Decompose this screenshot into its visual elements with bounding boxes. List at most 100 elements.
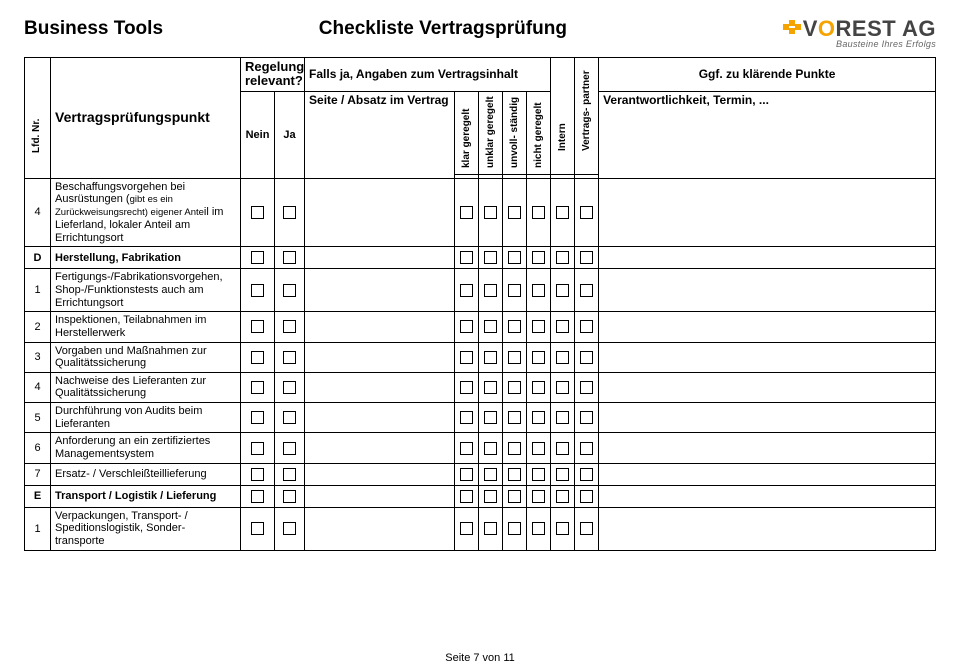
cb-unvoll[interactable] xyxy=(503,485,527,507)
cell-resp[interactable] xyxy=(599,403,936,433)
cell-resp[interactable] xyxy=(599,372,936,402)
cb-intern[interactable] xyxy=(551,178,575,247)
cb-unklar[interactable] xyxy=(479,403,503,433)
cb-klar[interactable] xyxy=(455,463,479,485)
cb-partner[interactable] xyxy=(575,403,599,433)
cb-partner[interactable] xyxy=(575,507,599,550)
cell-seite[interactable] xyxy=(305,433,455,463)
cb-intern[interactable] xyxy=(551,342,575,372)
cb-unvoll[interactable] xyxy=(503,507,527,550)
cb-nicht[interactable] xyxy=(527,247,551,269)
cell-resp[interactable] xyxy=(599,342,936,372)
cb-unvoll[interactable] xyxy=(503,372,527,402)
cb-nein[interactable] xyxy=(241,433,275,463)
cb-intern[interactable] xyxy=(551,372,575,402)
cb-nein[interactable] xyxy=(241,178,275,247)
cb-ja[interactable] xyxy=(275,312,305,342)
cb-unklar[interactable] xyxy=(479,247,503,269)
cb-nicht[interactable] xyxy=(527,403,551,433)
cb-nicht[interactable] xyxy=(527,342,551,372)
cb-unklar[interactable] xyxy=(479,485,503,507)
cb-intern[interactable] xyxy=(551,403,575,433)
cb-unvoll[interactable] xyxy=(503,269,527,312)
cb-ja[interactable] xyxy=(275,507,305,550)
cell-seite[interactable] xyxy=(305,485,455,507)
cb-klar[interactable] xyxy=(455,433,479,463)
cell-seite[interactable] xyxy=(305,507,455,550)
cell-seite[interactable] xyxy=(305,463,455,485)
cb-partner[interactable] xyxy=(575,433,599,463)
cb-intern[interactable] xyxy=(551,312,575,342)
cb-nicht[interactable] xyxy=(527,433,551,463)
cb-ja[interactable] xyxy=(275,433,305,463)
cb-unklar[interactable] xyxy=(479,312,503,342)
cb-nicht[interactable] xyxy=(527,463,551,485)
cb-ja[interactable] xyxy=(275,269,305,312)
cb-nicht[interactable] xyxy=(527,178,551,247)
cb-intern[interactable] xyxy=(551,485,575,507)
cb-klar[interactable] xyxy=(455,178,479,247)
cell-resp[interactable] xyxy=(599,463,936,485)
cell-seite[interactable] xyxy=(305,178,455,247)
cb-nein[interactable] xyxy=(241,269,275,312)
cell-seite[interactable] xyxy=(305,372,455,402)
cb-unklar[interactable] xyxy=(479,372,503,402)
cb-unvoll[interactable] xyxy=(503,403,527,433)
cb-intern[interactable] xyxy=(551,247,575,269)
cb-unvoll[interactable] xyxy=(503,342,527,372)
cb-klar[interactable] xyxy=(455,342,479,372)
cb-klar[interactable] xyxy=(455,312,479,342)
cell-resp[interactable] xyxy=(599,485,936,507)
cell-seite[interactable] xyxy=(305,269,455,312)
cb-unklar[interactable] xyxy=(479,433,503,463)
cb-intern[interactable] xyxy=(551,269,575,312)
cb-nein[interactable] xyxy=(241,372,275,402)
cell-resp[interactable] xyxy=(599,312,936,342)
cb-ja[interactable] xyxy=(275,372,305,402)
cb-intern[interactable] xyxy=(551,507,575,550)
cb-klar[interactable] xyxy=(455,269,479,312)
cell-resp[interactable] xyxy=(599,178,936,247)
cb-nein[interactable] xyxy=(241,463,275,485)
cell-resp[interactable] xyxy=(599,507,936,550)
cb-ja[interactable] xyxy=(275,485,305,507)
cb-unvoll[interactable] xyxy=(503,178,527,247)
cell-resp[interactable] xyxy=(599,247,936,269)
cb-partner[interactable] xyxy=(575,269,599,312)
cb-ja[interactable] xyxy=(275,178,305,247)
cb-unklar[interactable] xyxy=(479,463,503,485)
cb-ja[interactable] xyxy=(275,463,305,485)
cb-partner[interactable] xyxy=(575,372,599,402)
cb-klar[interactable] xyxy=(455,403,479,433)
cb-unvoll[interactable] xyxy=(503,433,527,463)
cb-intern[interactable] xyxy=(551,463,575,485)
cb-klar[interactable] xyxy=(455,372,479,402)
cell-seite[interactable] xyxy=(305,403,455,433)
cb-intern[interactable] xyxy=(551,433,575,463)
cb-nein[interactable] xyxy=(241,403,275,433)
cb-nicht[interactable] xyxy=(527,269,551,312)
cell-resp[interactable] xyxy=(599,269,936,312)
cell-resp[interactable] xyxy=(599,433,936,463)
cell-seite[interactable] xyxy=(305,342,455,372)
cb-partner[interactable] xyxy=(575,463,599,485)
cb-nein[interactable] xyxy=(241,312,275,342)
cell-seite[interactable] xyxy=(305,312,455,342)
cb-partner[interactable] xyxy=(575,312,599,342)
cb-nein[interactable] xyxy=(241,485,275,507)
cb-partner[interactable] xyxy=(575,178,599,247)
cb-klar[interactable] xyxy=(455,485,479,507)
cb-unvoll[interactable] xyxy=(503,312,527,342)
cb-klar[interactable] xyxy=(455,247,479,269)
cb-nicht[interactable] xyxy=(527,507,551,550)
cb-unklar[interactable] xyxy=(479,178,503,247)
cb-nicht[interactable] xyxy=(527,372,551,402)
cb-unklar[interactable] xyxy=(479,342,503,372)
cb-nicht[interactable] xyxy=(527,485,551,507)
cb-klar[interactable] xyxy=(455,507,479,550)
cb-ja[interactable] xyxy=(275,247,305,269)
cb-nein[interactable] xyxy=(241,342,275,372)
cb-unklar[interactable] xyxy=(479,507,503,550)
cb-unvoll[interactable] xyxy=(503,247,527,269)
cb-partner[interactable] xyxy=(575,485,599,507)
